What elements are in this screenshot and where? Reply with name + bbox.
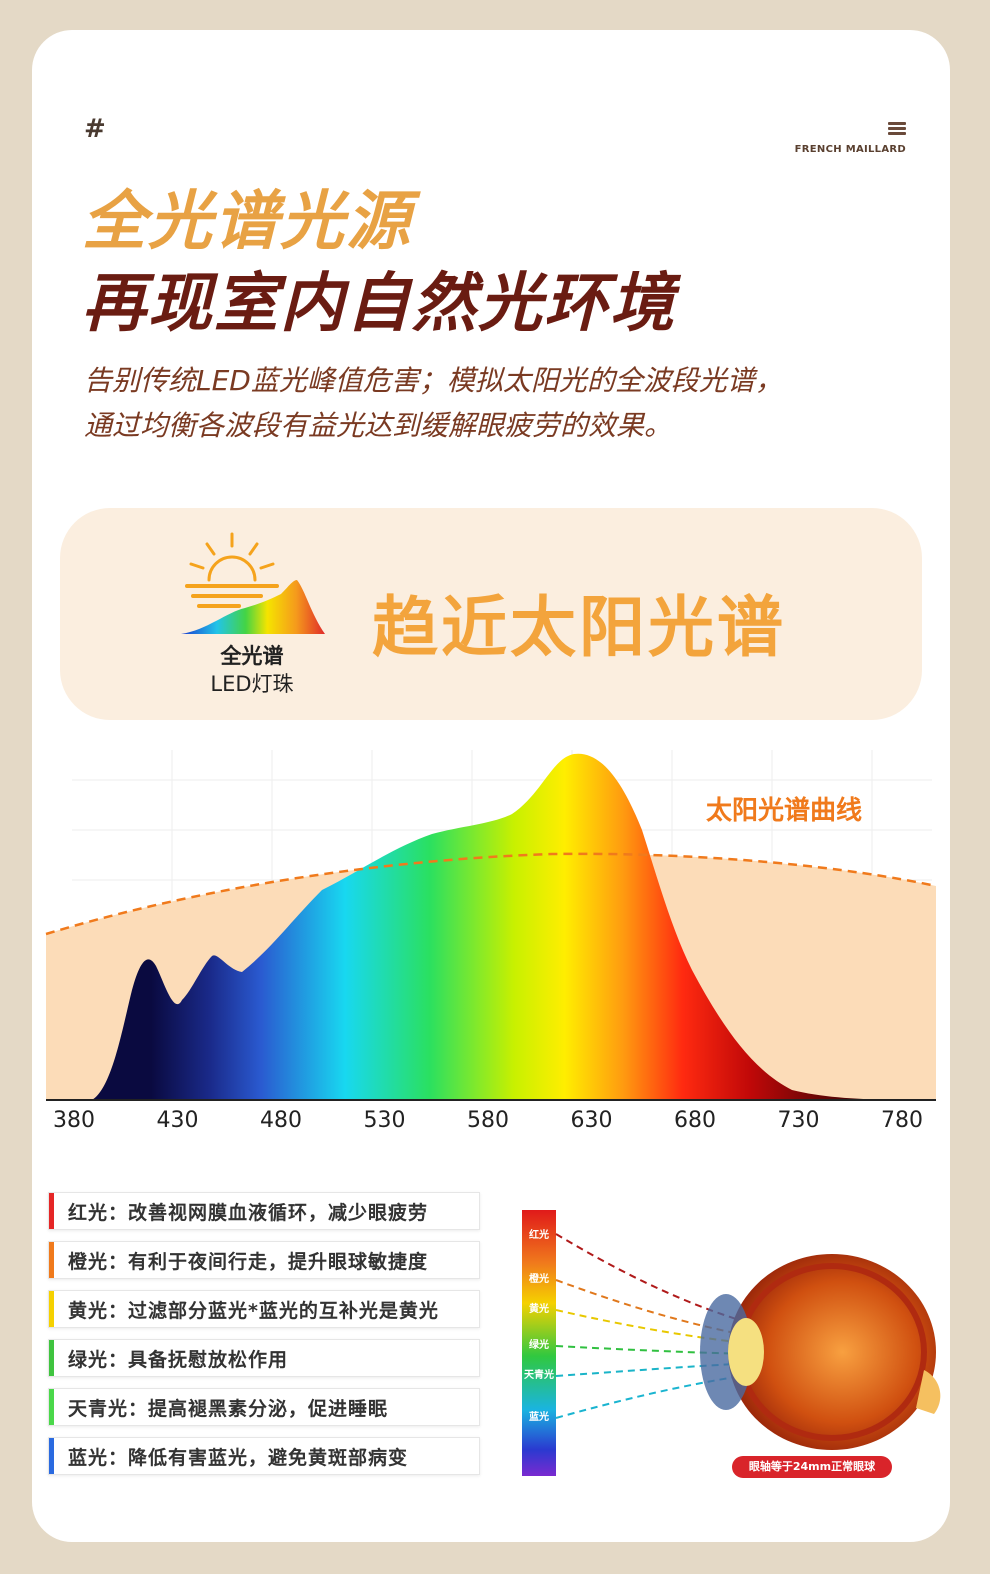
sunlight-curve xyxy=(45,852,937,936)
description: 告别传统LED蓝光峰值危害；模拟太阳光的全波段光谱， 通过均衡各波段有益光达到缓… xyxy=(84,358,924,448)
band-label: 黄光 xyxy=(529,1304,549,1315)
band-label: 蓝光 xyxy=(529,1412,549,1423)
led-label: LED灯珠 xyxy=(210,672,294,696)
headline-primary: 全光谱光源 xyxy=(82,185,412,259)
benefit-item: 绿光：具备抚慰放松作用 xyxy=(48,1339,480,1377)
led-label-bold: 全光谱 xyxy=(220,644,284,668)
wavelength-tick: 380 xyxy=(53,1108,95,1133)
band-label: 红光 xyxy=(529,1230,549,1241)
band-label: 天青光 xyxy=(524,1370,554,1381)
benefit-item: 红光：改善视网膜血液循环，减少眼疲劳 xyxy=(48,1192,480,1230)
wavelength-tick: 530 xyxy=(363,1108,406,1133)
wavelength-tick: 780 xyxy=(881,1108,923,1133)
headline-secondary: 再现室内自然光环境 xyxy=(82,267,676,341)
benefit-text: 橙光：有利于夜间行走，提升眼球敏捷度 xyxy=(68,1250,429,1273)
wavelength-tick: 630 xyxy=(570,1108,613,1133)
wavelength-tick: 430 xyxy=(156,1108,199,1133)
benefit-text: 蓝光：降低有害蓝光，避免黄斑部病变 xyxy=(68,1446,409,1469)
benefit-text: 红光：改善视网膜血液循环，减少眼疲劳 xyxy=(68,1201,429,1224)
sun-curve-label: 太阳光谱曲线 xyxy=(706,796,863,826)
wavelength-tick: 680 xyxy=(674,1108,716,1133)
spectrum-band-bar xyxy=(522,1210,556,1476)
benefit-text: 绿光：具备抚慰放松作用 xyxy=(68,1348,289,1371)
brand-name: FRENCH MAILLARD xyxy=(794,144,906,155)
benefit-text: 黄光：过滤部分蓝光*蓝光的互补光是黄光 xyxy=(68,1299,439,1322)
wavelength-tick: 580 xyxy=(467,1108,509,1133)
eyeball-icon xyxy=(700,1254,941,1450)
benefit-color-bar xyxy=(49,1193,54,1229)
wavelength-tick: 480 xyxy=(260,1108,302,1133)
content-card: # FRENCH MAILLARD 全光谱光源 再现室内自然光环境 告别传统LE… xyxy=(32,30,950,1542)
spectrum-chart xyxy=(45,750,937,1101)
benefit-item: 天青光：提高褪黑素分泌，促进睡眠 xyxy=(48,1388,480,1426)
description-line-1: 告别传统LED蓝光峰值危害；模拟太阳光的全波段光谱， xyxy=(84,364,783,397)
band-label: 绿光 xyxy=(529,1340,549,1351)
benefit-item: 橙光：有利于夜间行走，提升眼球敏捷度 xyxy=(48,1241,480,1279)
benefit-color-bar xyxy=(49,1340,54,1376)
sun-spectrum-icon xyxy=(181,532,325,634)
eye-axis-badge: 眼轴等于24mm正常眼球 xyxy=(732,1456,892,1478)
benefit-color-bar xyxy=(49,1291,54,1327)
wavelength-tick: 730 xyxy=(777,1108,820,1133)
menu-lines-icon xyxy=(888,122,906,136)
benefit-color-bar xyxy=(49,1389,54,1425)
benefit-color-bar xyxy=(49,1242,54,1278)
band-label: 橙光 xyxy=(529,1274,549,1285)
wavelength-axis: 380 430 480 530 580 630 680 730 780 xyxy=(32,1108,950,1138)
benefit-item: 黄光：过滤部分蓝光*蓝光的互补光是黄光 xyxy=(48,1290,480,1328)
eye-diagram xyxy=(522,1210,941,1476)
hash-mark: # xyxy=(84,114,106,144)
description-line-2: 通过均衡各波段有益光达到缓解眼疲劳的效果。 xyxy=(84,409,673,442)
benefit-color-bar xyxy=(49,1438,54,1474)
benefit-text: 天青光：提高褪黑素分泌，促进睡眠 xyxy=(68,1397,389,1420)
benefit-item: 蓝光：降低有害蓝光，避免黄斑部病变 xyxy=(48,1437,480,1475)
banner-title: 趋近太阳光谱 xyxy=(372,589,786,666)
spectrum-banner xyxy=(60,508,922,720)
led-spectrum-area xyxy=(92,753,936,1100)
